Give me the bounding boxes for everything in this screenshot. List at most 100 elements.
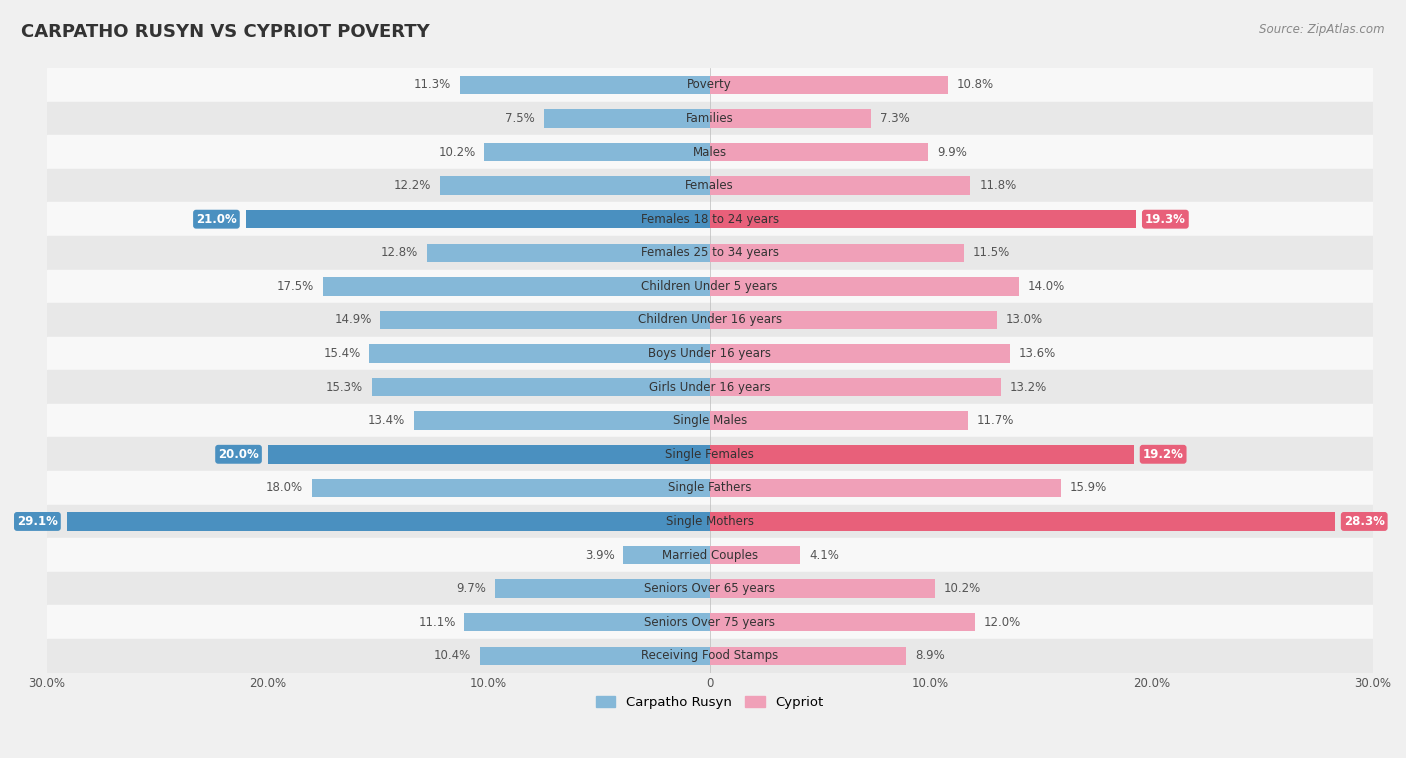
Bar bbox=[427, 243, 710, 262]
Text: Single Fathers: Single Fathers bbox=[668, 481, 751, 494]
Bar bbox=[710, 109, 870, 127]
Text: 20.0%: 20.0% bbox=[218, 448, 259, 461]
Text: Single Mothers: Single Mothers bbox=[665, 515, 754, 528]
Text: 19.2%: 19.2% bbox=[1143, 448, 1184, 461]
Text: 10.4%: 10.4% bbox=[434, 650, 471, 662]
Bar bbox=[46, 471, 1372, 505]
Text: Single Males: Single Males bbox=[672, 414, 747, 428]
Text: 11.3%: 11.3% bbox=[413, 78, 451, 92]
Bar bbox=[495, 579, 710, 598]
Bar bbox=[710, 412, 969, 430]
Text: Children Under 16 years: Children Under 16 years bbox=[637, 314, 782, 327]
Bar bbox=[710, 311, 997, 329]
Bar bbox=[46, 538, 1372, 572]
Text: Females 25 to 34 years: Females 25 to 34 years bbox=[641, 246, 779, 259]
Bar bbox=[46, 505, 1372, 538]
Bar bbox=[323, 277, 710, 296]
Legend: Carpatho Rusyn, Cypriot: Carpatho Rusyn, Cypriot bbox=[591, 691, 830, 714]
Text: 15.9%: 15.9% bbox=[1070, 481, 1107, 494]
Bar bbox=[710, 277, 1019, 296]
Text: 12.8%: 12.8% bbox=[381, 246, 418, 259]
Text: 12.0%: 12.0% bbox=[984, 615, 1021, 628]
Text: Females: Females bbox=[685, 179, 734, 192]
Text: 18.0%: 18.0% bbox=[266, 481, 304, 494]
Text: 11.1%: 11.1% bbox=[418, 615, 456, 628]
Text: 10.8%: 10.8% bbox=[957, 78, 994, 92]
Text: Receiving Food Stamps: Receiving Food Stamps bbox=[641, 650, 779, 662]
Bar bbox=[710, 210, 1136, 228]
Bar bbox=[710, 478, 1062, 497]
Bar bbox=[46, 639, 1372, 672]
Text: 10.2%: 10.2% bbox=[439, 146, 475, 158]
Bar bbox=[484, 143, 710, 161]
Bar bbox=[440, 177, 710, 195]
Text: 11.5%: 11.5% bbox=[973, 246, 1010, 259]
Bar bbox=[710, 579, 935, 598]
Bar bbox=[710, 546, 800, 564]
Text: 12.2%: 12.2% bbox=[394, 179, 432, 192]
Text: 21.0%: 21.0% bbox=[195, 213, 236, 226]
Text: 28.3%: 28.3% bbox=[1344, 515, 1385, 528]
Bar bbox=[464, 613, 710, 631]
Text: Seniors Over 65 years: Seniors Over 65 years bbox=[644, 582, 775, 595]
Bar bbox=[46, 572, 1372, 606]
Bar bbox=[312, 478, 710, 497]
Text: Married Couples: Married Couples bbox=[662, 549, 758, 562]
Bar bbox=[46, 135, 1372, 169]
Text: Seniors Over 75 years: Seniors Over 75 years bbox=[644, 615, 775, 628]
Text: 9.9%: 9.9% bbox=[938, 146, 967, 158]
Bar bbox=[710, 344, 1010, 363]
Text: 13.6%: 13.6% bbox=[1019, 347, 1056, 360]
Bar bbox=[46, 437, 1372, 471]
Text: 19.3%: 19.3% bbox=[1144, 213, 1185, 226]
Bar bbox=[710, 143, 928, 161]
Text: 9.7%: 9.7% bbox=[457, 582, 486, 595]
Text: Single Females: Single Females bbox=[665, 448, 754, 461]
Text: CARPATHO RUSYN VS CYPRIOT POVERTY: CARPATHO RUSYN VS CYPRIOT POVERTY bbox=[21, 23, 430, 41]
Text: Boys Under 16 years: Boys Under 16 years bbox=[648, 347, 770, 360]
Bar bbox=[46, 68, 1372, 102]
Text: 13.4%: 13.4% bbox=[367, 414, 405, 428]
Bar bbox=[66, 512, 710, 531]
Text: Girls Under 16 years: Girls Under 16 years bbox=[648, 381, 770, 393]
Text: Families: Families bbox=[686, 112, 734, 125]
Text: 11.8%: 11.8% bbox=[979, 179, 1017, 192]
Text: 15.3%: 15.3% bbox=[326, 381, 363, 393]
Bar bbox=[710, 512, 1334, 531]
Text: 15.4%: 15.4% bbox=[323, 347, 360, 360]
Bar bbox=[710, 177, 970, 195]
Bar bbox=[413, 412, 710, 430]
Text: 8.9%: 8.9% bbox=[915, 650, 945, 662]
Text: 7.5%: 7.5% bbox=[505, 112, 536, 125]
Text: 14.9%: 14.9% bbox=[335, 314, 371, 327]
Bar bbox=[371, 378, 710, 396]
Text: Children Under 5 years: Children Under 5 years bbox=[641, 280, 778, 293]
Text: Females 18 to 24 years: Females 18 to 24 years bbox=[641, 213, 779, 226]
Text: Males: Males bbox=[693, 146, 727, 158]
Text: 14.0%: 14.0% bbox=[1028, 280, 1066, 293]
Bar bbox=[46, 202, 1372, 236]
Bar bbox=[46, 303, 1372, 337]
Bar bbox=[246, 210, 710, 228]
Text: 4.1%: 4.1% bbox=[808, 549, 839, 562]
Bar bbox=[623, 546, 710, 564]
Text: 13.2%: 13.2% bbox=[1010, 381, 1047, 393]
Bar bbox=[544, 109, 710, 127]
Bar bbox=[479, 647, 710, 665]
Bar bbox=[46, 236, 1372, 270]
Bar bbox=[710, 243, 963, 262]
Text: 29.1%: 29.1% bbox=[17, 515, 58, 528]
Bar bbox=[381, 311, 710, 329]
Bar bbox=[46, 270, 1372, 303]
Bar bbox=[710, 378, 1001, 396]
Bar bbox=[710, 76, 948, 94]
Bar bbox=[46, 102, 1372, 135]
Bar bbox=[710, 445, 1133, 464]
Bar bbox=[460, 76, 710, 94]
Bar bbox=[267, 445, 710, 464]
Bar bbox=[710, 613, 974, 631]
Bar bbox=[46, 169, 1372, 202]
Text: Poverty: Poverty bbox=[688, 78, 733, 92]
Text: 10.2%: 10.2% bbox=[943, 582, 981, 595]
Bar bbox=[46, 404, 1372, 437]
